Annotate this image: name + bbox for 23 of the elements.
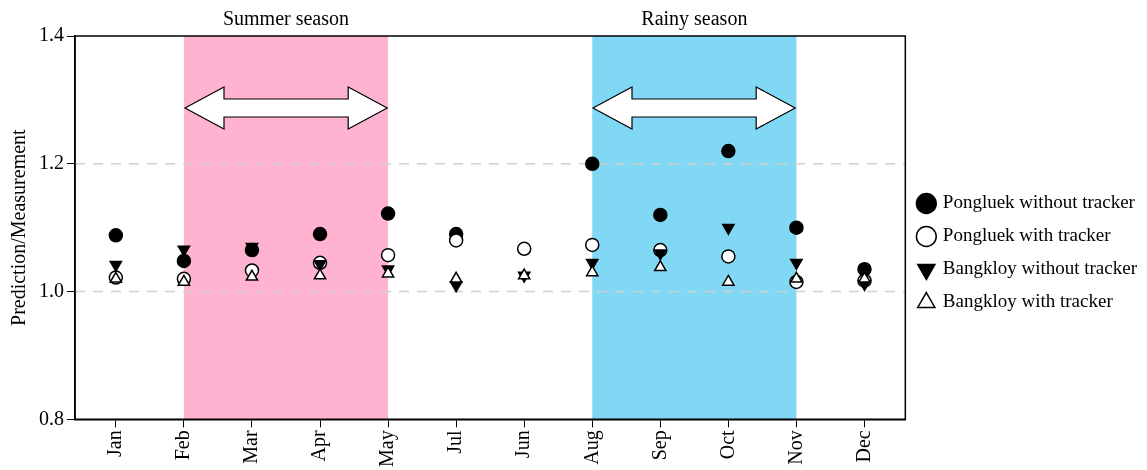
x-tick-label: Jul	[443, 429, 466, 454]
y-axis-title: Prediction/Measurement	[7, 128, 30, 326]
x-tick-label: Oct	[715, 429, 738, 460]
y-tick-label: 1.4	[39, 23, 64, 46]
x-tick-label: Mar	[239, 430, 262, 464]
x-tick-label: Nov	[783, 430, 806, 465]
y-tick-label: 0.8	[39, 406, 64, 429]
y-tick-label: 1.2	[39, 151, 64, 174]
x-tick-label: Aug	[579, 430, 603, 465]
legend-label: Pongluek without tracker	[942, 191, 1136, 213]
x-tick-label: Jun	[511, 430, 534, 459]
x-tick-label: Apr	[307, 430, 331, 462]
y-tick-label: 1.0	[39, 278, 64, 301]
x-tick-label: Jan	[103, 430, 126, 458]
x-tick-label: Feb	[171, 430, 194, 461]
legend-label: Bangkloy without tracker	[942, 257, 1138, 279]
x-tick-label: Dec	[851, 430, 874, 463]
x-tick-label: Sep	[647, 430, 671, 461]
x-tick-label: May	[375, 430, 399, 468]
band-label: Rainy season	[641, 7, 748, 31]
legend-label: Bangkloy with tracker	[942, 290, 1114, 312]
legend-label: Pongluek with tracker	[942, 224, 1112, 246]
band-label: Summer season	[222, 7, 350, 30]
